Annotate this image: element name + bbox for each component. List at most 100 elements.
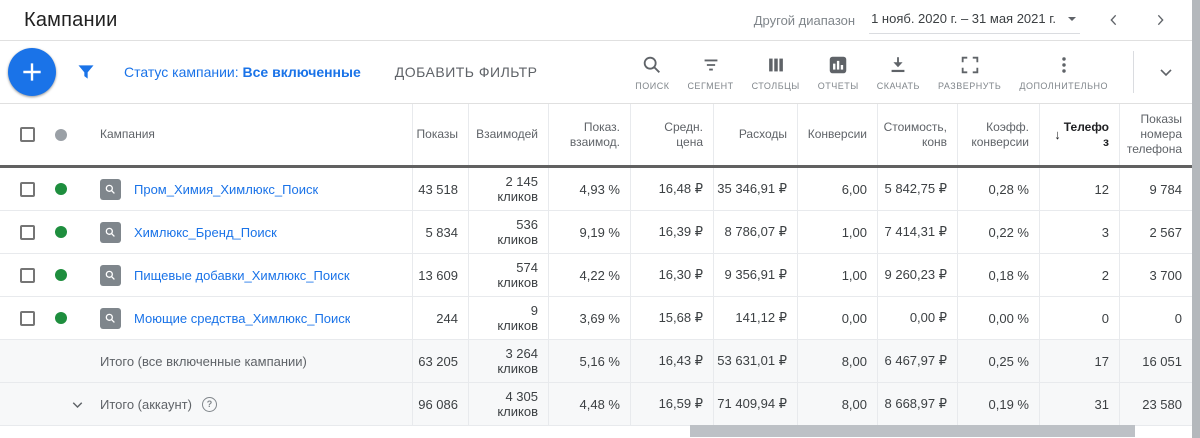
- status-enabled-icon[interactable]: [55, 183, 67, 195]
- download-icon: [887, 54, 909, 76]
- expand-totals-button[interactable]: [55, 383, 100, 425]
- column-header-conversions[interactable]: Конверсии: [797, 104, 877, 165]
- help-icon[interactable]: ?: [201, 396, 217, 412]
- column-header-interaction-rate[interactable]: Показ. взаимод.: [548, 104, 630, 165]
- status-enabled-icon[interactable]: [55, 226, 67, 238]
- cost-per-conversion-cell: 7 414,31 ₽: [877, 211, 957, 253]
- column-header-impressions[interactable]: Показы: [412, 104, 468, 165]
- row-checkbox[interactable]: [20, 310, 35, 326]
- cost-per-conversion-cell: 9 260,23 ₽: [877, 254, 957, 296]
- expand-icon: [959, 54, 981, 76]
- table-row: Моющие средства_Химлюкс_Поиск 244 9 клик…: [0, 297, 1192, 340]
- phone-calls-cell: 31: [1039, 383, 1119, 425]
- column-header-cost[interactable]: Расходы: [713, 104, 797, 165]
- date-range-dropdown[interactable]: 1 нояб. 2020 г. – 31 мая 2021 г.: [869, 6, 1080, 34]
- sort-descending-icon: ↓: [1054, 127, 1061, 142]
- expand-button[interactable]: РАЗВЕРНУТЬ: [929, 54, 1010, 91]
- totals-enabled-row: Итого (все включенные кампании) 63 205 3…: [0, 340, 1192, 383]
- interaction-rate-cell: 4,48 %: [548, 383, 630, 425]
- cost-cell: 71 409,94 ₽: [713, 383, 797, 425]
- search-campaign-icon: [100, 178, 121, 200]
- conversions-cell: 8,00: [797, 383, 877, 425]
- conversion-rate-cell: 0,18 %: [957, 254, 1039, 296]
- phone-impressions-cell: 0: [1119, 297, 1192, 339]
- impressions-cell: 13 609: [412, 254, 468, 296]
- columns-button[interactable]: СТОЛБЦЫ: [743, 54, 809, 91]
- row-checkbox[interactable]: [20, 267, 35, 283]
- select-all-checkbox[interactable]: [20, 127, 35, 142]
- vertical-scrollbar[interactable]: [1192, 0, 1200, 438]
- table-row: Пром_Химия_Химлюкс_Поиск 43 518 2 145 кл…: [0, 168, 1192, 211]
- totals-label: Итого (все включенные кампании): [100, 353, 307, 369]
- table-row: Химлюкс_Бренд_Поиск 5 834 536 кликов 9,1…: [0, 211, 1192, 254]
- totals-label: Итого (аккаунт): [100, 396, 192, 412]
- column-header-phone-calls[interactable]: ↓ Телефо з: [1039, 104, 1119, 165]
- phone-impressions-cell: 23 580: [1119, 383, 1192, 425]
- search-campaign-icon: [100, 264, 121, 286]
- column-header-interactions[interactable]: Взаимодей: [468, 104, 548, 165]
- cost-cell: 141,12 ₽: [713, 297, 797, 339]
- avg-cost-cell: 16,39 ₽: [630, 211, 713, 253]
- column-header-avg-cost[interactable]: Средн. цена: [630, 104, 713, 165]
- impressions-cell: 96 086: [412, 383, 468, 425]
- collapse-toolbar-button[interactable]: [1146, 56, 1186, 88]
- next-period-button[interactable]: [1142, 6, 1178, 34]
- filter-status-value: Все включенные: [242, 64, 361, 80]
- more-vertical-icon: [1053, 54, 1075, 76]
- column-header-phone-impressions[interactable]: Показы номера телефона: [1119, 104, 1192, 165]
- campaigns-table: Кампания Показы Взаимодей Показ. взаимод…: [0, 103, 1192, 426]
- phone-impressions-cell: 9 784: [1119, 168, 1192, 210]
- interactions-cell: 9 кликов: [468, 297, 548, 339]
- status-enabled-icon[interactable]: [55, 269, 67, 281]
- conversions-cell: 1,00: [797, 211, 877, 253]
- date-range-control: Другой диапазон 1 нояб. 2020 г. – 31 мая…: [754, 6, 1178, 34]
- interactions-cell: 536 кликов: [468, 211, 548, 253]
- totals-account-row: Итого (аккаунт) ? 96 086 4 305 кликов 4,…: [0, 383, 1192, 426]
- more-button[interactable]: ДОПОЛНИТЕЛЬНО: [1010, 54, 1117, 91]
- segment-button[interactable]: СЕГМЕНТ: [678, 54, 742, 91]
- campaign-link[interactable]: Моющие средства_Химлюкс_Поиск: [134, 310, 351, 326]
- conversion-rate-cell: 0,25 %: [957, 340, 1039, 382]
- table-row: Пищевые добавки_Химлюкс_Поиск 13 609 574…: [0, 254, 1192, 297]
- avg-cost-cell: 16,48 ₽: [630, 168, 713, 210]
- campaign-link[interactable]: Пищевые добавки_Химлюкс_Поиск: [134, 267, 350, 283]
- campaign-status-filter-chip[interactable]: Статус кампании: Все включенные: [124, 64, 361, 80]
- column-header-cost-per-conversion[interactable]: Стоимость, конв: [877, 104, 957, 165]
- previous-period-button[interactable]: [1096, 6, 1132, 34]
- column-header-conversion-rate[interactable]: Коэфф. конверсии: [957, 104, 1039, 165]
- impressions-cell: 244: [412, 297, 468, 339]
- conversion-rate-cell: 0,00 %: [957, 297, 1039, 339]
- cost-cell: 8 786,07 ₽: [713, 211, 797, 253]
- phone-impressions-cell: 3 700: [1119, 254, 1192, 296]
- conversion-rate-cell: 0,19 %: [957, 383, 1039, 425]
- filter-funnel-icon[interactable]: [76, 62, 96, 82]
- conversions-cell: 0,00: [797, 297, 877, 339]
- add-filter-button[interactable]: ДОБАВИТЬ ФИЛЬТР: [394, 64, 538, 80]
- campaign-link[interactable]: Пром_Химия_Химлюкс_Поиск: [134, 181, 319, 197]
- caret-down-icon: [1068, 17, 1076, 25]
- conversions-cell: 6,00: [797, 168, 877, 210]
- avg-cost-cell: 16,30 ₽: [630, 254, 713, 296]
- cost-per-conversion-cell: 0,00 ₽: [877, 297, 957, 339]
- interactions-cell: 4 305 кликов: [468, 383, 548, 425]
- interaction-rate-cell: 3,69 %: [548, 297, 630, 339]
- page-title: Кампании: [24, 8, 118, 31]
- title-bar: Кампании Другой диапазон 1 нояб. 2020 г.…: [0, 0, 1200, 41]
- phone-calls-cell: 0: [1039, 297, 1119, 339]
- search-button[interactable]: ПОИСК: [626, 54, 678, 91]
- interaction-rate-cell: 9,19 %: [548, 211, 630, 253]
- campaign-link[interactable]: Химлюкс_Бренд_Поиск: [134, 224, 277, 240]
- row-checkbox[interactable]: [20, 181, 35, 197]
- row-checkbox[interactable]: [20, 224, 35, 240]
- status-enabled-icon[interactable]: [55, 312, 67, 324]
- phone-impressions-cell: 2 567: [1119, 211, 1192, 253]
- phone-calls-cell: 12: [1039, 168, 1119, 210]
- add-campaign-button[interactable]: [8, 48, 56, 96]
- impressions-cell: 63 205: [412, 340, 468, 382]
- conversions-cell: 1,00: [797, 254, 877, 296]
- horizontal-scrollbar[interactable]: [690, 425, 1135, 437]
- reports-button[interactable]: ОТЧЕТЫ: [809, 54, 868, 91]
- cost-per-conversion-cell: 6 467,97 ₽: [877, 340, 957, 382]
- column-header-campaign[interactable]: Кампания: [100, 127, 155, 141]
- download-button[interactable]: СКАЧАТЬ: [868, 54, 929, 91]
